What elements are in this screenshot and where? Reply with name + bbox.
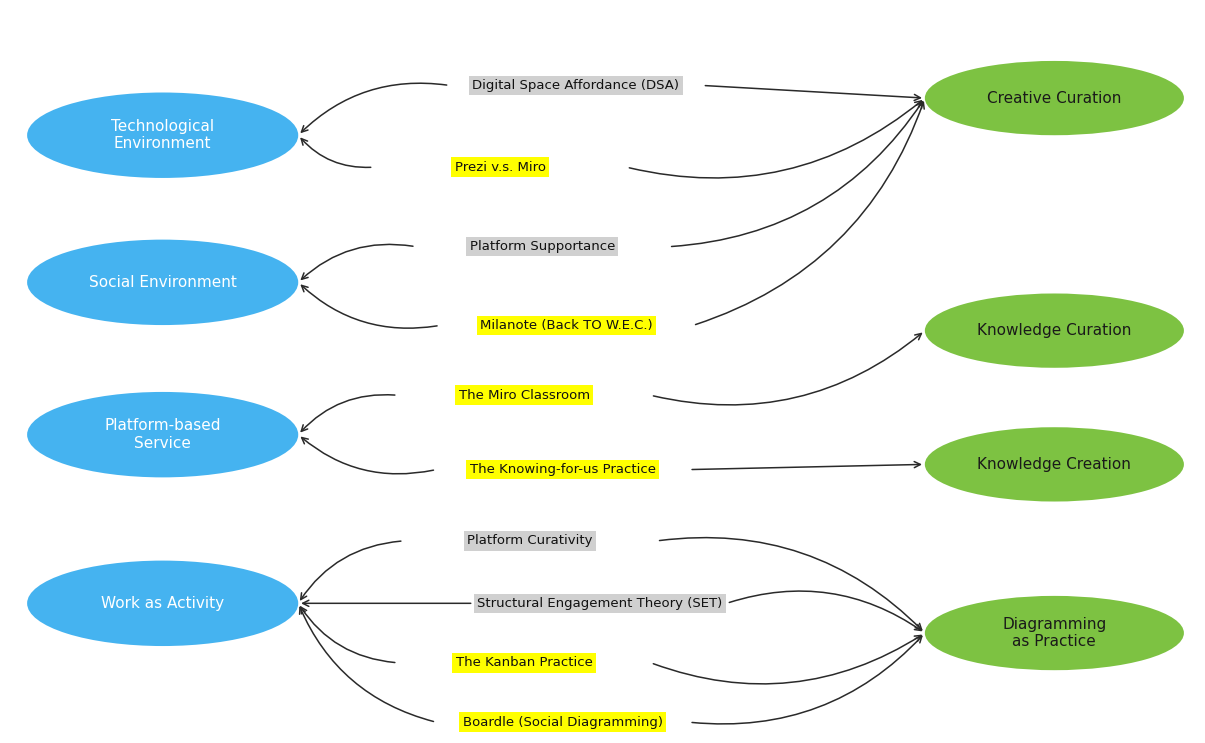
FancyArrowPatch shape (653, 635, 921, 684)
Text: Boardle (Social Diagramming): Boardle (Social Diagramming) (463, 716, 663, 729)
Text: Social Environment: Social Environment (89, 275, 236, 290)
Ellipse shape (925, 293, 1183, 368)
Text: Technological
Environment: Technological Environment (111, 119, 214, 152)
Text: Platform-based
Service: Platform-based Service (105, 418, 221, 451)
FancyArrowPatch shape (302, 600, 471, 606)
FancyArrowPatch shape (695, 103, 924, 325)
Text: The Knowing-for-us Practice: The Knowing-for-us Practice (470, 463, 656, 476)
Text: Structural Engagement Theory (SET): Structural Engagement Theory (SET) (477, 597, 723, 610)
FancyArrowPatch shape (301, 139, 371, 167)
Ellipse shape (28, 392, 299, 478)
Ellipse shape (925, 427, 1183, 502)
Text: Platform Supportance: Platform Supportance (470, 240, 615, 253)
FancyArrowPatch shape (653, 334, 922, 405)
Text: Knowledge Curation: Knowledge Curation (977, 323, 1131, 338)
FancyArrowPatch shape (301, 607, 395, 663)
FancyArrowPatch shape (301, 395, 395, 432)
FancyArrowPatch shape (692, 636, 922, 724)
Text: Platform Curativity: Platform Curativity (468, 534, 593, 548)
FancyArrowPatch shape (729, 591, 921, 631)
FancyArrowPatch shape (301, 541, 401, 600)
Text: Digital Space Affordance (DSA): Digital Space Affordance (DSA) (472, 79, 680, 92)
Text: The Kanban Practice: The Kanban Practice (455, 656, 593, 669)
Text: Diagramming
as Practice: Diagramming as Practice (1003, 617, 1106, 649)
Ellipse shape (925, 61, 1183, 135)
FancyArrowPatch shape (301, 244, 413, 279)
FancyArrowPatch shape (671, 102, 922, 247)
Text: Knowledge Creation: Knowledge Creation (977, 457, 1131, 472)
FancyArrowPatch shape (692, 461, 921, 470)
Text: Work as Activity: Work as Activity (101, 596, 224, 611)
Ellipse shape (28, 239, 299, 325)
FancyArrowPatch shape (629, 101, 922, 178)
FancyArrowPatch shape (301, 438, 434, 474)
FancyArrowPatch shape (659, 538, 922, 630)
FancyArrowPatch shape (705, 85, 921, 100)
FancyArrowPatch shape (300, 608, 434, 721)
Ellipse shape (28, 560, 299, 646)
Text: Creative Curation: Creative Curation (987, 91, 1122, 106)
FancyArrowPatch shape (301, 285, 437, 328)
FancyArrowPatch shape (301, 83, 447, 132)
Text: Milanote (Back TO W.E.C.): Milanote (Back TO W.E.C.) (480, 319, 653, 332)
Ellipse shape (28, 93, 299, 178)
Ellipse shape (925, 596, 1183, 670)
Text: Prezi v.s. Miro: Prezi v.s. Miro (454, 160, 546, 174)
Text: The Miro Classroom: The Miro Classroom (459, 389, 589, 402)
